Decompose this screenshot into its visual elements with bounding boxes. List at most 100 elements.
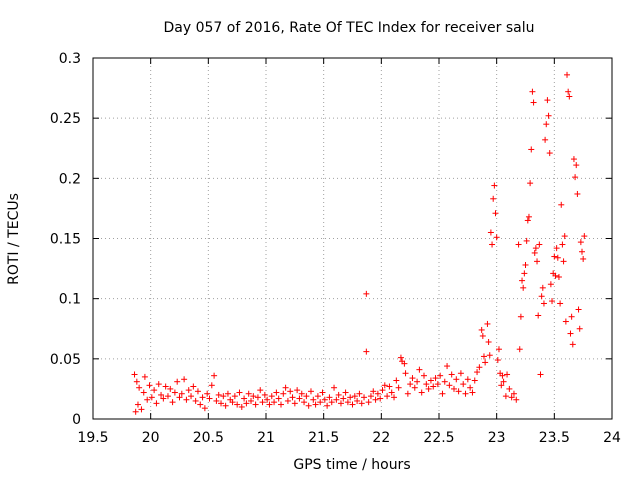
data-point <box>197 401 204 408</box>
data-point <box>498 382 505 389</box>
data-point <box>331 384 338 391</box>
data-point <box>310 396 317 403</box>
data-point <box>326 394 333 401</box>
x-tick-label: 23 <box>488 430 506 446</box>
data-point <box>381 382 388 389</box>
data-point <box>319 389 326 396</box>
plot-frame <box>92 57 613 420</box>
data-point <box>469 389 476 396</box>
data-point <box>502 393 509 400</box>
data-point <box>401 360 408 367</box>
data-point <box>185 387 192 394</box>
data-point <box>504 371 511 378</box>
data-point <box>532 245 539 252</box>
data-point <box>444 363 451 370</box>
data-point <box>404 390 411 397</box>
data-point <box>506 385 513 392</box>
data-point <box>160 395 167 402</box>
data-point <box>248 397 255 404</box>
data-point <box>510 390 517 397</box>
data-point <box>567 330 574 337</box>
data-point <box>386 383 393 390</box>
data-point <box>215 391 222 398</box>
data-point <box>572 174 579 181</box>
data-point <box>365 399 372 406</box>
data-point <box>241 395 248 402</box>
data-point <box>363 290 370 297</box>
data-point <box>280 390 287 397</box>
data-point <box>425 385 432 392</box>
data-point <box>457 370 464 377</box>
y-tick-labels: 0 0.05 0.1 0.15 0.2 0.25 0.3 <box>50 51 81 428</box>
data-point <box>162 383 169 390</box>
data-point <box>421 372 428 379</box>
data-point <box>305 402 312 409</box>
data-point <box>220 393 227 400</box>
data-point <box>486 352 493 359</box>
y-tick-label: 0.3 <box>59 51 81 67</box>
data-point <box>138 406 145 413</box>
data-point <box>271 399 278 406</box>
data-point <box>491 182 498 189</box>
data-point <box>287 388 294 395</box>
data-point <box>301 399 308 406</box>
data-point <box>516 346 523 353</box>
data-point <box>430 383 437 390</box>
data-point <box>356 390 363 397</box>
data-point <box>525 213 532 220</box>
data-point <box>487 229 494 236</box>
data-point <box>340 395 347 402</box>
data-point <box>266 401 273 408</box>
data-point <box>291 400 298 407</box>
data-point <box>521 270 528 277</box>
data-point <box>374 390 381 397</box>
data-point <box>557 300 564 307</box>
data-point <box>522 261 529 268</box>
data-point <box>254 394 261 401</box>
data-point <box>530 99 537 106</box>
data-point <box>529 88 536 95</box>
x-tick-label: 19.5 <box>77 430 108 446</box>
x-tick-label: 21.5 <box>308 430 339 446</box>
x-tick-label: 24 <box>603 430 621 446</box>
data-point <box>140 389 147 396</box>
data-point <box>131 371 138 378</box>
data-point <box>448 371 455 378</box>
data-point <box>132 408 139 415</box>
data-point <box>544 97 551 104</box>
data-point <box>208 382 215 389</box>
data-point <box>347 394 354 401</box>
data-point <box>307 388 314 395</box>
data-point <box>480 353 487 360</box>
data-point <box>540 300 547 307</box>
x-tick-labels: 19.5 20 20.5 21 21.5 22 22.5 23 23.5 24 <box>77 430 621 446</box>
data-point <box>549 298 556 305</box>
data-point <box>384 393 391 400</box>
data-point <box>151 387 158 394</box>
data-point <box>397 354 404 361</box>
data-point <box>446 382 453 389</box>
data-point <box>528 146 535 153</box>
data-point <box>573 162 580 169</box>
data-point <box>555 274 562 281</box>
data-point <box>579 248 586 255</box>
data-point <box>167 385 174 392</box>
data-point <box>561 233 568 240</box>
data-point <box>482 359 489 366</box>
data-point <box>455 388 462 395</box>
y-tick-label: 0.2 <box>59 171 81 187</box>
data-point <box>275 395 282 402</box>
data-point <box>434 381 441 388</box>
data-point <box>492 210 499 217</box>
data-point <box>527 180 534 187</box>
data-point <box>148 394 155 401</box>
data-point <box>471 377 478 384</box>
data-points <box>131 71 588 415</box>
data-point <box>539 284 546 291</box>
data-point <box>581 233 588 240</box>
data-point <box>479 332 486 339</box>
data-point <box>489 241 496 248</box>
data-point <box>576 325 583 332</box>
data-point <box>536 241 543 248</box>
data-point <box>171 389 178 396</box>
